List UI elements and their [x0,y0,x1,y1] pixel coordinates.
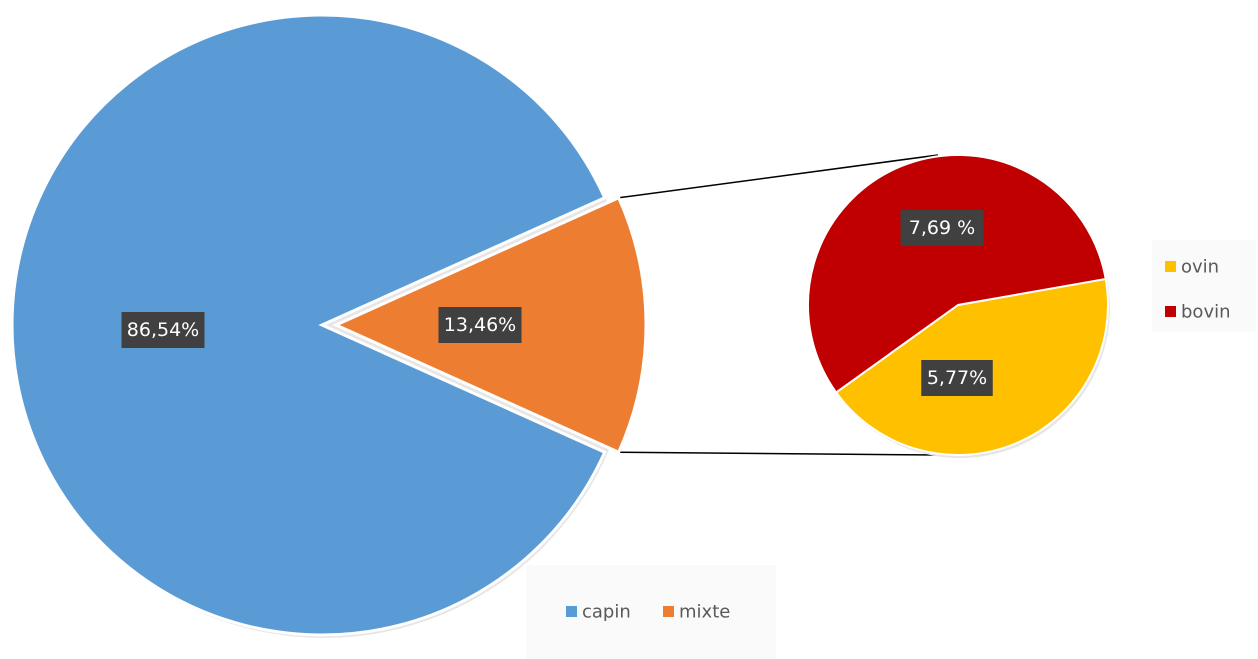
label-bovin-box [900,210,984,246]
legend-swatch-bovin [1165,306,1176,317]
legend-item-ovin: ovin [1165,257,1219,278]
label-capin: 86,54% [121,312,205,348]
slice-capin [10,13,607,637]
legend-label-mixte: mixte [679,602,730,623]
slice-bovin [807,154,1107,394]
legend-swatch-capin [566,606,577,617]
legend-item-bovin: bovin [1165,302,1231,323]
label-bovin-text: 7,69 % [909,217,975,239]
data-labels: 86,54% 13,46% 7,69 % 5,77% [121,210,993,396]
connector-line-bottom [618,451,939,456]
connector-line-top [618,154,939,199]
legend-main: capin mixte [526,565,776,659]
label-ovin-box [921,360,993,396]
label-bovin: 7,69 % [900,210,984,246]
label-mixte-box [438,307,522,343]
connector-lines [618,154,939,456]
label-ovin-text: 5,77% [927,367,987,389]
legend-swatch-mixte [663,606,674,617]
legend-label-ovin: ovin [1181,257,1219,278]
legend-main-background [526,565,776,659]
legend-item-mixte: mixte [663,602,730,623]
label-ovin: 5,77% [921,360,993,396]
label-capin-text: 86,54% [127,319,199,341]
main-pie [10,13,648,638]
legend-item-capin: capin [566,602,631,623]
secondary-pie [807,154,1110,458]
label-mixte: 13,46% [438,307,522,343]
legend-swatch-ovin [1165,261,1176,272]
label-capin-box [121,312,205,348]
legend-secondary: ovin bovin [1152,240,1256,332]
legend-label-bovin: bovin [1181,302,1231,323]
legend-label-capin: capin [582,602,631,623]
label-mixte-text: 13,46% [444,314,516,336]
